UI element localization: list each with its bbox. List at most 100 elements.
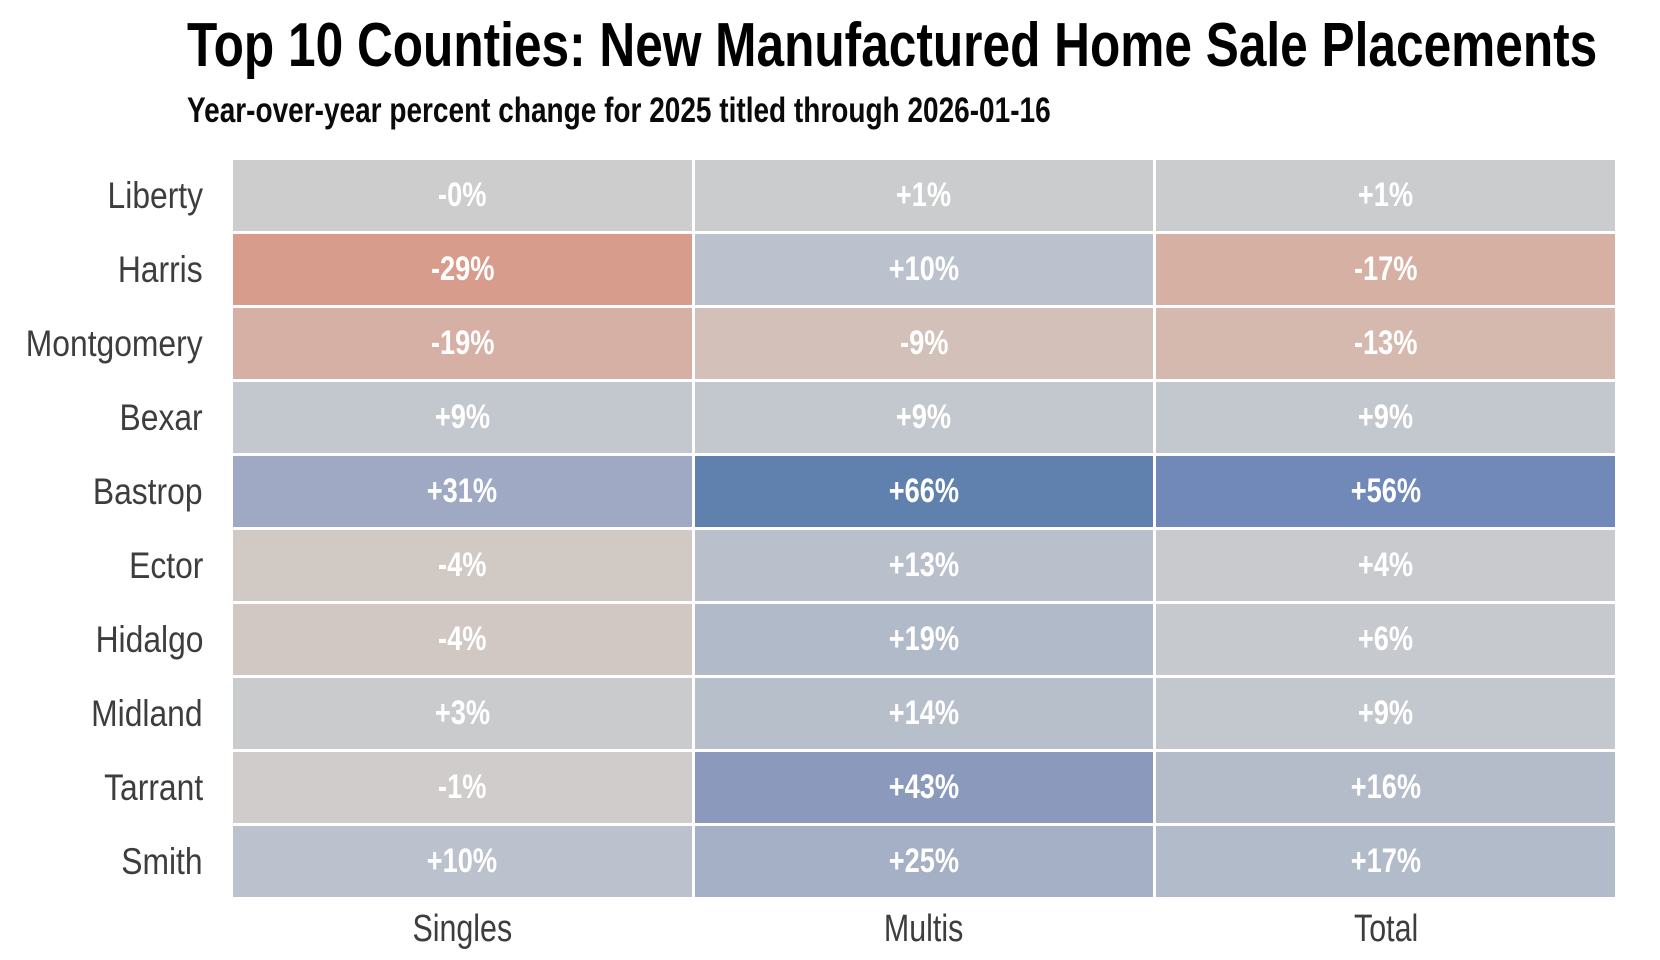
cell-tarrant-singles: -1% (233, 752, 692, 823)
cell-value: -9% (899, 324, 949, 362)
cell-value: +6% (1358, 620, 1414, 658)
cell-value: +10% (888, 250, 960, 288)
chart-subtitle-wrap: Year-over-year percent change for 2025 t… (187, 90, 1267, 132)
cell-value: +56% (1350, 472, 1421, 510)
row-label-wrap: Hidalgo (0, 604, 233, 675)
cell-value: +9% (1358, 398, 1414, 436)
chart-title-wrap: Top 10 Counties: New Manufactured Home S… (187, 10, 1660, 82)
cell-liberty-total: +1% (1156, 160, 1615, 231)
x-axis-label-multis: Multis (884, 908, 964, 950)
cell-value: +43% (888, 768, 960, 806)
cell-value: -13% (1353, 324, 1418, 362)
cell-bexar-multis: +9% (694, 382, 1154, 453)
cell-smith-multis: +25% (694, 826, 1154, 897)
cell-value: +3% (434, 694, 490, 732)
cell-value: +9% (434, 398, 490, 436)
row-label-wrap: Ector (0, 530, 233, 601)
cell-value: +1% (896, 176, 952, 214)
x-axis-labels: Singles Multis Total (233, 906, 1615, 952)
cell-value: -0% (438, 176, 487, 214)
cell-liberty-multis: +1% (694, 160, 1154, 231)
cell-smith-singles: +10% (233, 826, 692, 897)
row-label-wrap: Tarrant (0, 752, 233, 823)
cell-bastrop-multis: +66% (694, 456, 1154, 527)
row-label-harris: Harris (118, 248, 203, 290)
x-axis-label-total-wrap: Total (1156, 906, 1615, 952)
row-label-liberty: Liberty (107, 174, 203, 216)
cell-value: -4% (438, 546, 487, 584)
cell-value: +14% (888, 694, 960, 732)
heatmap-row: Bastrop +31% +66% +56% (0, 456, 1660, 527)
cell-value: +9% (896, 398, 952, 436)
heatmap-row: Hidalgo -4% +19% +6% (0, 604, 1660, 675)
cell-montgomery-multis: -9% (694, 308, 1154, 379)
x-axis-label-multis-wrap: Multis (695, 906, 1154, 952)
cell-liberty-singles: -0% (233, 160, 692, 231)
row-label-hidalgo: Hidalgo (95, 618, 203, 660)
cell-bastrop-singles: +31% (233, 456, 692, 527)
cell-value: +66% (888, 472, 960, 510)
cell-value: +1% (1358, 176, 1414, 214)
cell-value: -1% (438, 768, 487, 806)
cell-value: +9% (1358, 694, 1414, 732)
cell-value: +4% (1358, 546, 1414, 584)
cell-value: -4% (438, 620, 487, 658)
row-label-bastrop: Bastrop (93, 470, 203, 512)
heatmap-row: Ector -4% +13% +4% (0, 530, 1660, 601)
heatmap-row: Smith +10% +25% +17% (0, 826, 1660, 897)
heatmap-row: Tarrant -1% +43% +16% (0, 752, 1660, 823)
heatmap-grid: Liberty -0% +1% +1% Harris -29% +10% -17% Montgo… (0, 160, 1660, 900)
cell-hidalgo-total: +6% (1156, 604, 1615, 675)
row-label-wrap: Liberty (0, 160, 233, 231)
cell-bexar-total: +9% (1156, 382, 1615, 453)
cell-ector-singles: -4% (233, 530, 692, 601)
cell-midland-singles: +3% (233, 678, 692, 749)
chart-subtitle: Year-over-year percent change for 2025 t… (187, 91, 1051, 130)
cell-value: +17% (1350, 842, 1421, 880)
heatmap-row: Montgomery -19% -9% -13% (0, 308, 1660, 379)
row-label-wrap: Bexar (0, 382, 233, 453)
row-label-wrap: Harris (0, 234, 233, 305)
row-label-ector: Ector (128, 544, 203, 586)
row-label-wrap: Midland (0, 678, 233, 749)
cell-value: +13% (888, 546, 960, 584)
cell-value: -29% (430, 250, 495, 288)
cell-midland-total: +9% (1156, 678, 1615, 749)
row-label-bexar: Bexar (119, 396, 203, 438)
row-label-smith: Smith (121, 840, 203, 882)
cell-harris-multis: +10% (694, 234, 1154, 305)
cell-montgomery-total: -13% (1156, 308, 1615, 379)
cell-value: +16% (1350, 768, 1421, 806)
row-label-tarrant: Tarrant (103, 766, 203, 808)
x-axis-label-total: Total (1353, 908, 1418, 950)
cell-value: -19% (430, 324, 495, 362)
cell-hidalgo-multis: +19% (694, 604, 1154, 675)
cell-value: +25% (888, 842, 960, 880)
cell-montgomery-singles: -19% (233, 308, 692, 379)
x-axis-label-singles-wrap: Singles (233, 906, 692, 952)
heatmap-row: Harris -29% +10% -17% (0, 234, 1660, 305)
cell-harris-singles: -29% (233, 234, 692, 305)
heatmap-row: Midland +3% +14% +9% (0, 678, 1660, 749)
cell-tarrant-total: +16% (1156, 752, 1615, 823)
cell-tarrant-multis: +43% (694, 752, 1154, 823)
cell-smith-total: +17% (1156, 826, 1615, 897)
cell-value: +31% (427, 472, 498, 510)
row-label-wrap: Bastrop (0, 456, 233, 527)
chart-title: Top 10 Counties: New Manufactured Home S… (187, 11, 1598, 80)
cell-bexar-singles: +9% (233, 382, 692, 453)
row-label-wrap: Montgomery (0, 308, 233, 379)
heatmap-row: Liberty -0% +1% +1% (0, 160, 1660, 231)
cell-bastrop-total: +56% (1156, 456, 1615, 527)
row-label-montgomery: Montgomery (26, 322, 203, 364)
heatmap-row: Bexar +9% +9% +9% (0, 382, 1660, 453)
cell-value: +19% (888, 620, 960, 658)
row-label-wrap: Smith (0, 826, 233, 897)
cell-hidalgo-singles: -4% (233, 604, 692, 675)
cell-ector-multis: +13% (694, 530, 1154, 601)
cell-harris-total: -17% (1156, 234, 1615, 305)
x-axis-label-singles: Singles (412, 908, 513, 950)
cell-ector-total: +4% (1156, 530, 1615, 601)
cell-value: -17% (1353, 250, 1418, 288)
row-label-midland: Midland (91, 692, 203, 734)
